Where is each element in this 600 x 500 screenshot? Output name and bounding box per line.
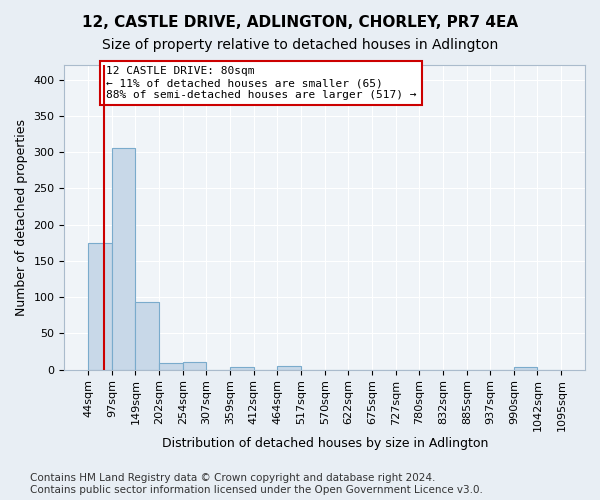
Bar — [277, 366, 301, 370]
Bar — [159, 363, 182, 370]
Text: 12 CASTLE DRIVE: 80sqm
← 11% of detached houses are smaller (65)
88% of semi-det: 12 CASTLE DRIVE: 80sqm ← 11% of detached… — [106, 66, 416, 100]
Text: 12, CASTLE DRIVE, ADLINGTON, CHORLEY, PR7 4EA: 12, CASTLE DRIVE, ADLINGTON, CHORLEY, PR… — [82, 15, 518, 30]
Bar — [230, 367, 254, 370]
Bar — [182, 362, 206, 370]
Bar — [88, 243, 112, 370]
Text: Size of property relative to detached houses in Adlington: Size of property relative to detached ho… — [102, 38, 498, 52]
X-axis label: Distribution of detached houses by size in Adlington: Distribution of detached houses by size … — [161, 437, 488, 450]
Text: Contains HM Land Registry data © Crown copyright and database right 2024.
Contai: Contains HM Land Registry data © Crown c… — [30, 474, 483, 495]
Bar — [514, 367, 538, 370]
Y-axis label: Number of detached properties: Number of detached properties — [15, 119, 28, 316]
Bar — [112, 148, 136, 370]
Bar — [136, 302, 159, 370]
